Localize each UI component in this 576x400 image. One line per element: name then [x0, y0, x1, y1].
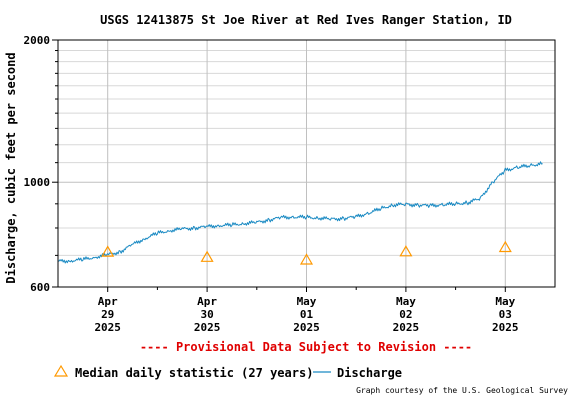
- x-tick-label-line2: 02: [399, 308, 412, 321]
- provisional-note: ---- Provisional Data Subject to Revisio…: [140, 340, 472, 354]
- x-tick-label-line3: 2025: [393, 321, 420, 334]
- y-tick-label: 1000: [24, 176, 51, 189]
- median-triangle-point: [399, 245, 413, 257]
- axes: 60010002000Apr292025Apr302025May012025Ma…: [24, 34, 519, 334]
- chart-title: USGS 12413875 St Joe River at Red Ives R…: [100, 13, 512, 27]
- y-tick-label: 2000: [24, 34, 51, 47]
- legend: Median daily statistic (27 years) Discha…: [53, 364, 402, 380]
- x-tick-label-line3: 2025: [194, 321, 221, 334]
- legend-median-triangle-icon: [53, 364, 69, 377]
- x-tick-label-line2: 03: [499, 308, 512, 321]
- x-tick-label-line1: May: [396, 295, 416, 308]
- x-tick-label-line3: 2025: [492, 321, 519, 334]
- x-tick-label-line1: May: [297, 295, 317, 308]
- median-triangle-point: [498, 240, 512, 253]
- median-triangle-point: [101, 245, 115, 257]
- x-tick-label-line3: 2025: [94, 321, 121, 334]
- x-tick-label-line2: 01: [300, 308, 314, 321]
- plot-frame: [57, 39, 556, 288]
- x-tick-label-line1: May: [495, 295, 515, 308]
- x-tick-label-line1: Apr: [98, 295, 118, 308]
- median-triangle-point: [200, 250, 214, 262]
- discharge-line: [57, 161, 543, 264]
- median-triangle-point: [299, 253, 314, 265]
- y-axis-label: Discharge, cubic feet per second: [4, 52, 18, 283]
- grid: [58, 39, 555, 288]
- y-tick-label: 600: [30, 281, 50, 294]
- legend-discharge-label: Discharge: [337, 366, 402, 380]
- x-tick-label-line1: Apr: [197, 295, 217, 308]
- x-tick-label-line3: 2025: [293, 321, 320, 334]
- x-tick-label-line2: 30: [200, 308, 213, 321]
- series: [57, 161, 543, 265]
- legend-median-label: Median daily statistic (27 years): [75, 366, 313, 380]
- x-tick-label-line2: 29: [101, 308, 114, 321]
- usgs-credit: Graph courtesy of the U.S. Geological Su…: [356, 386, 568, 395]
